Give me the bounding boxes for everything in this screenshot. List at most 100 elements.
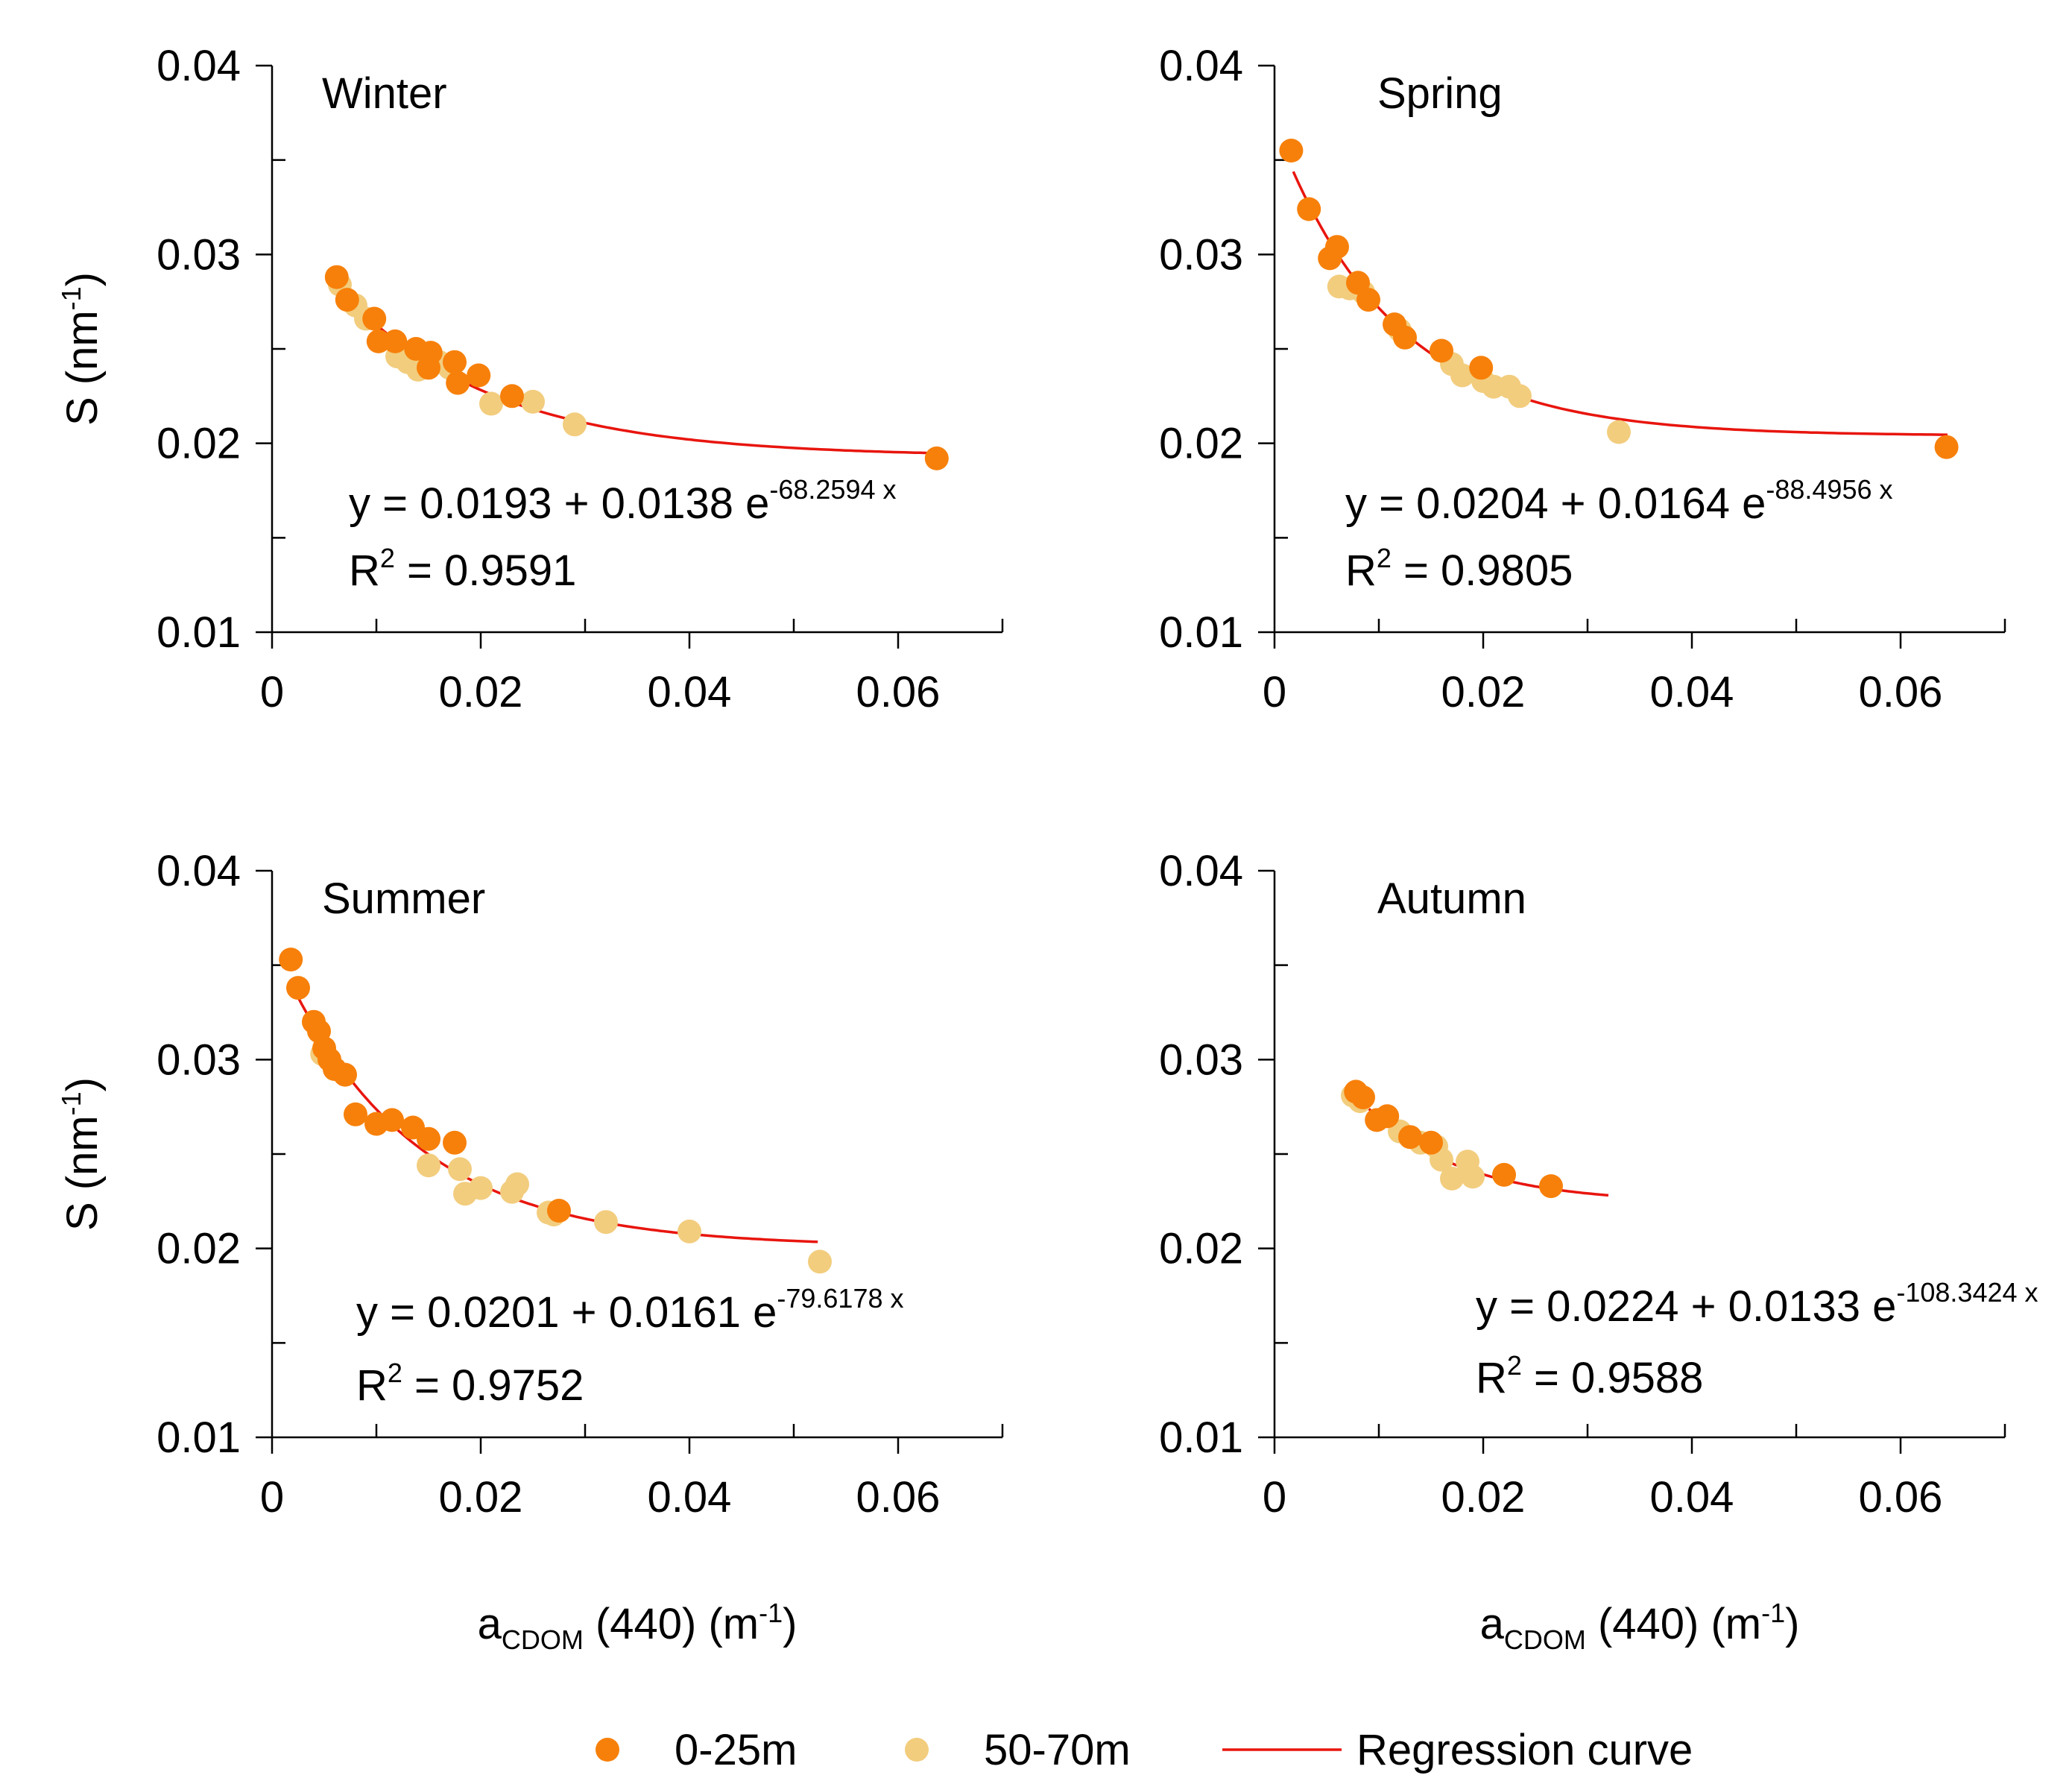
data-point bbox=[286, 976, 310, 1000]
y-tick-label: 0.03 bbox=[1159, 1035, 1243, 1084]
data-point bbox=[443, 1130, 467, 1155]
legend-label: 50-70m bbox=[984, 1726, 1131, 1774]
r-squared: R2 = 0.9752 bbox=[356, 1358, 584, 1410]
x-tick-label: 0.06 bbox=[1859, 1473, 1943, 1522]
data-point bbox=[547, 1199, 571, 1223]
data-point bbox=[1419, 1130, 1443, 1155]
y-tick-label: 0.02 bbox=[157, 1225, 241, 1273]
y-tick-label: 0.04 bbox=[1159, 42, 1243, 90]
series-0-25m bbox=[1279, 139, 1959, 459]
data-point bbox=[344, 1102, 367, 1126]
y-tick-label: 0.01 bbox=[157, 608, 241, 657]
x-tick-label: 0 bbox=[1263, 1473, 1286, 1522]
x-axis-title: aCDOM (440) (m-1) bbox=[478, 1598, 797, 1655]
data-point bbox=[467, 363, 491, 388]
panel-autumn: 0.01 0.02 0.03 0.04 0 0.02 0.04 0.06 Autumn aCDOM… bbox=[1159, 847, 2038, 1655]
data-point bbox=[521, 389, 545, 414]
y-tick-label: 0.01 bbox=[157, 1413, 241, 1462]
y-axis-title: S (nm-1) bbox=[56, 272, 107, 426]
data-point bbox=[1492, 1162, 1516, 1187]
legend-item: 50-70m bbox=[905, 1726, 1131, 1774]
x-tick-label: 0.02 bbox=[439, 668, 523, 716]
data-point bbox=[808, 1249, 832, 1274]
data-point bbox=[1934, 435, 1959, 459]
y-tick-label: 0.04 bbox=[157, 42, 241, 90]
y-tick-label: 0.02 bbox=[1159, 1225, 1243, 1273]
legend-item: Regression curve bbox=[1222, 1726, 1693, 1774]
y-tick-label: 0.02 bbox=[1159, 420, 1243, 468]
x-tick-label: 0.04 bbox=[648, 668, 732, 716]
data-point bbox=[362, 306, 387, 331]
series-0-25m bbox=[324, 265, 949, 470]
r-squared: R2 = 0.9591 bbox=[349, 543, 576, 595]
y-tick-label: 0.01 bbox=[1159, 1413, 1243, 1462]
data-point bbox=[443, 350, 467, 374]
data-point bbox=[446, 371, 470, 395]
panel-title: Summer bbox=[322, 874, 485, 923]
x-tick-label: 0.04 bbox=[1650, 1473, 1734, 1522]
data-point bbox=[1325, 235, 1349, 259]
data-point bbox=[448, 1157, 472, 1182]
y-tick-label: 0.03 bbox=[157, 230, 241, 279]
regression-equation: y = 0.0224 + 0.0133 e-108.3424 x bbox=[1476, 1277, 2038, 1331]
data-point bbox=[1398, 1125, 1422, 1150]
data-point bbox=[1393, 325, 1417, 350]
x-tick-label: 0.04 bbox=[1650, 668, 1734, 716]
data-point bbox=[1279, 139, 1304, 163]
r-squared: R2 = 0.9805 bbox=[1345, 543, 1573, 595]
x-tick-label: 0.02 bbox=[439, 1473, 523, 1522]
panels: 0.01 0.02 0.03 0.04 0 0.02 0.04 0.06 Winter S (nm… bbox=[56, 42, 2038, 1655]
data-point bbox=[383, 329, 408, 353]
panel-summer: 0.01 0.02 0.03 0.04 0 0.02 0.04 0.06 Summer S (nm… bbox=[56, 847, 1004, 1655]
panel-title: Winter bbox=[322, 69, 447, 118]
r-squared: R2 = 0.9588 bbox=[1476, 1350, 1703, 1402]
data-point bbox=[1450, 363, 1474, 388]
x-tick-label: 0.06 bbox=[856, 668, 941, 716]
data-point bbox=[335, 288, 359, 312]
data-point bbox=[333, 1062, 357, 1087]
data-point bbox=[1375, 1104, 1400, 1129]
data-point bbox=[1539, 1174, 1563, 1199]
x-tick-label: 0.02 bbox=[1441, 1473, 1526, 1522]
regression-equation: y = 0.0204 + 0.0164 e-88.4956 x bbox=[1345, 474, 1893, 528]
panel-winter: 0.01 0.02 0.03 0.04 0 0.02 0.04 0.06 Winter S (nm… bbox=[56, 42, 1004, 716]
data-point bbox=[677, 1219, 701, 1243]
data-point bbox=[479, 391, 503, 416]
x-tick-label: 0 bbox=[1263, 668, 1286, 716]
x-axis-title: aCDOM (440) (m-1) bbox=[1480, 1598, 1800, 1655]
legend-item: 0-25m bbox=[596, 1726, 797, 1774]
y-tick-label: 0.03 bbox=[1159, 230, 1243, 279]
data-point bbox=[418, 341, 443, 365]
data-point bbox=[1440, 1166, 1464, 1191]
data-point bbox=[380, 1108, 404, 1132]
data-point bbox=[1607, 420, 1631, 444]
data-point bbox=[1508, 384, 1532, 409]
data-point bbox=[505, 1172, 529, 1197]
data-point bbox=[500, 384, 524, 409]
legend-label: Regression curve bbox=[1356, 1726, 1693, 1774]
y-tick-label: 0.02 bbox=[157, 420, 241, 468]
data-point bbox=[1469, 356, 1494, 380]
panel-title: Autumn bbox=[1377, 874, 1526, 923]
data-point bbox=[366, 329, 391, 353]
data-point bbox=[469, 1176, 493, 1200]
data-point bbox=[594, 1210, 618, 1235]
data-point bbox=[324, 265, 349, 289]
data-point bbox=[417, 1126, 440, 1151]
data-point bbox=[417, 1153, 440, 1178]
x-tick-label: 0.06 bbox=[856, 1473, 941, 1522]
regression-equation: y = 0.0193 + 0.0138 e-68.2594 x bbox=[349, 474, 897, 528]
regression-equation: y = 0.0201 + 0.0161 e-79.6178 x bbox=[356, 1283, 904, 1337]
legend-marker bbox=[596, 1738, 619, 1762]
data-point bbox=[1430, 338, 1453, 363]
y-tick-label: 0.03 bbox=[157, 1035, 241, 1084]
data-point bbox=[1461, 1164, 1485, 1189]
legend-label: 0-25m bbox=[675, 1726, 797, 1774]
legend: 0-25m 50-70m Regression curve bbox=[596, 1726, 1693, 1774]
data-point bbox=[1356, 288, 1380, 312]
x-tick-label: 0.06 bbox=[1859, 668, 1943, 716]
y-axis-title: S (nm-1) bbox=[56, 1077, 107, 1231]
regression-curve bbox=[1292, 171, 1948, 436]
y-tick-label: 0.04 bbox=[1159, 847, 1243, 895]
